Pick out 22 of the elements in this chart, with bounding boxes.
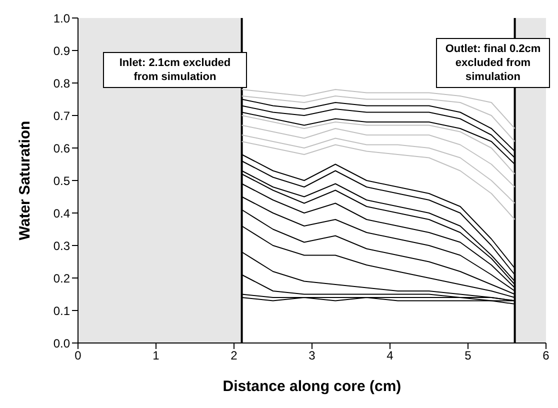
y-tick-label: 0.7 bbox=[53, 108, 70, 123]
y-tick-label: 0.4 bbox=[53, 206, 70, 220]
annotation: Inlet: 2.1cm excluded from simulation bbox=[103, 52, 247, 88]
y-tick-label: 0.0 bbox=[53, 336, 70, 350]
x-tick-label: 3 bbox=[308, 348, 316, 363]
x-tick-label: 1 bbox=[152, 348, 160, 363]
y-tick-label: 0.6 bbox=[53, 141, 70, 156]
y-tick-label: 0.1 bbox=[53, 304, 70, 318]
y-tick-label: 0.2 bbox=[53, 271, 70, 286]
y-tick-label: 0.3 bbox=[53, 238, 70, 253]
x-axis-title: Distance along core (cm) bbox=[222, 378, 402, 395]
y-tick-label: 1.0 bbox=[53, 11, 70, 26]
y-tick-label: 0.5 bbox=[53, 174, 70, 188]
x-tick-label: 0 bbox=[74, 348, 82, 363]
y-axis-title: Water Saturation bbox=[16, 120, 34, 240]
x-tick-label: 2 bbox=[230, 348, 238, 363]
y-tick-label: 0.9 bbox=[53, 44, 70, 58]
x-tick-label: 6 bbox=[542, 348, 550, 363]
x-tick-label: 5 bbox=[464, 348, 472, 363]
x-tick-label: 4 bbox=[386, 348, 394, 363]
y-tick-label: 0.8 bbox=[53, 76, 70, 90]
annotation: Outlet: final 0.2cm excluded from simulation bbox=[436, 38, 550, 88]
